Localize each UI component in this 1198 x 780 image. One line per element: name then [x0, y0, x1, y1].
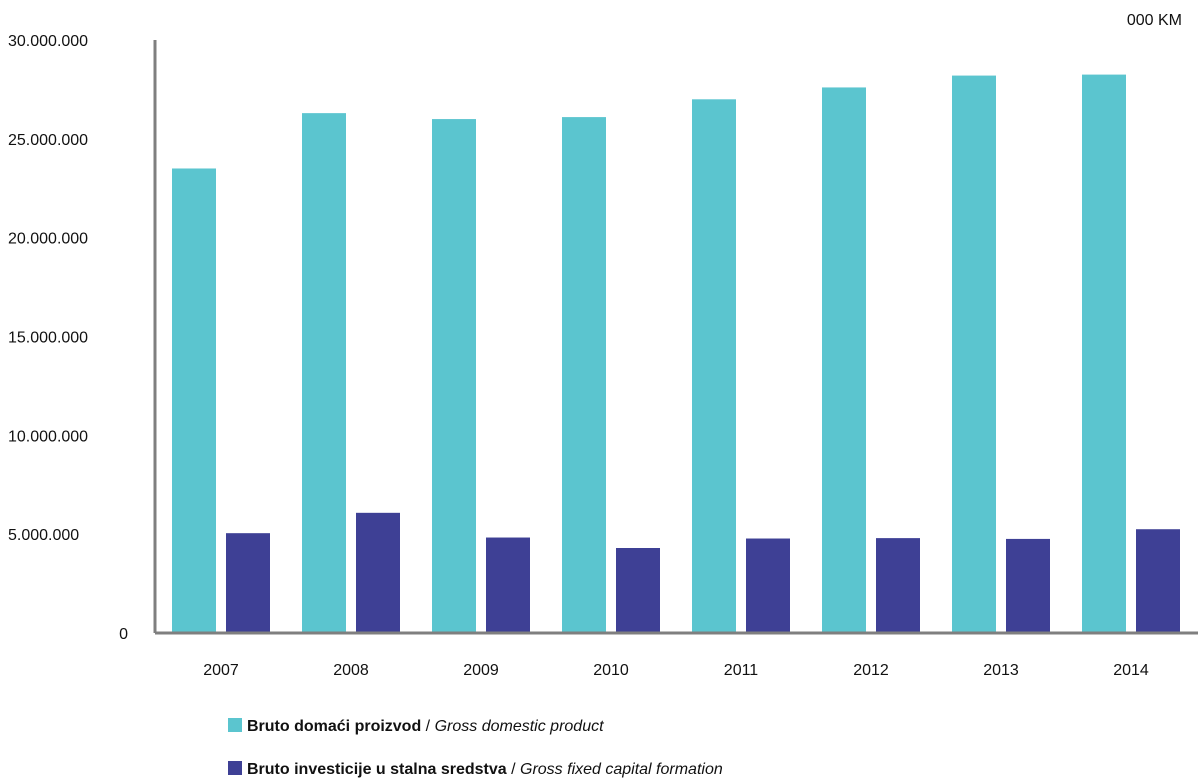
- x-tick-label: 2012: [853, 662, 889, 679]
- legend: Bruto domaći proizvod / Gross domestic p…: [228, 718, 723, 778]
- legend-label-gfcf-english: Gross fixed capital formation: [520, 761, 723, 778]
- unit-label: 000 KM: [1127, 12, 1182, 29]
- bar-gfcf-2007: [226, 533, 270, 633]
- bar-gdp-2011: [692, 99, 736, 634]
- legend-label-gdp-english: Gross domestic product: [435, 718, 605, 735]
- legend-label-gdp-native: Bruto domaći proizvod: [247, 718, 421, 735]
- bar-gfcf-2010: [616, 548, 660, 633]
- legend-label-gfcf-native: Bruto investicije u stalna sredstva: [247, 761, 507, 778]
- y-tick-label: 0: [119, 626, 128, 643]
- legend-label-gfcf: Bruto investicije u stalna sredstva / Gr…: [247, 761, 723, 778]
- y-tick-label: 25.000.000: [8, 132, 88, 149]
- bar-gdp-2009: [432, 119, 476, 634]
- bar-gdp-2013: [952, 75, 996, 633]
- bar-gfcf-2008: [356, 512, 400, 633]
- bar-gfcf-2014: [1136, 529, 1180, 633]
- y-tick-label: 30.000.000: [8, 33, 88, 50]
- y-axis-tick-labels: 0 5.000.000 10.000.000 15.000.000 20.000.000…: [8, 33, 128, 643]
- x-tick-label: 2008: [333, 662, 369, 679]
- x-tick-label: 2010: [593, 662, 629, 679]
- x-axis-tick-labels: 2007 2008 2009 2010 2011 2012 2013 2014: [203, 662, 1149, 679]
- legend-separator-gfcf: /: [507, 761, 520, 778]
- x-tick-label: 2014: [1113, 662, 1149, 679]
- legend-swatch-gdp: [228, 718, 242, 732]
- legend-separator-gdp: /: [421, 718, 434, 735]
- y-tick-label: 10.000.000: [8, 428, 88, 445]
- bar-gfcf-2011: [746, 538, 790, 633]
- legend-item-gfcf: Bruto investicije u stalna sredstva / Gr…: [228, 761, 723, 778]
- bar-gdp-2008: [302, 113, 346, 634]
- x-tick-label: 2013: [983, 662, 1019, 679]
- bar-gfcf-2013: [1006, 538, 1050, 633]
- bar-gfcf-2012: [876, 538, 920, 633]
- bar-gdp-2014: [1082, 74, 1126, 633]
- x-tick-label: 2009: [463, 662, 499, 679]
- y-tick-label: 20.000.000: [8, 231, 88, 248]
- bar-gfcf-2009: [486, 537, 530, 633]
- legend-swatch-gfcf: [228, 761, 242, 775]
- x-tick-label: 2011: [724, 662, 759, 679]
- y-tick-label: 15.000.000: [8, 330, 88, 347]
- legend-item-gdp: Bruto domaći proizvod / Gross domestic p…: [228, 718, 604, 735]
- bars: [172, 74, 1180, 634]
- bar-gdp-2007: [172, 168, 216, 633]
- legend-label-gdp: Bruto domaći proizvod / Gross domestic p…: [247, 718, 604, 735]
- bar-gdp-2010: [562, 117, 606, 634]
- bar-gdp-2012: [822, 87, 866, 633]
- x-tick-label: 2007: [203, 662, 239, 679]
- y-tick-label: 5.000.000: [8, 527, 79, 544]
